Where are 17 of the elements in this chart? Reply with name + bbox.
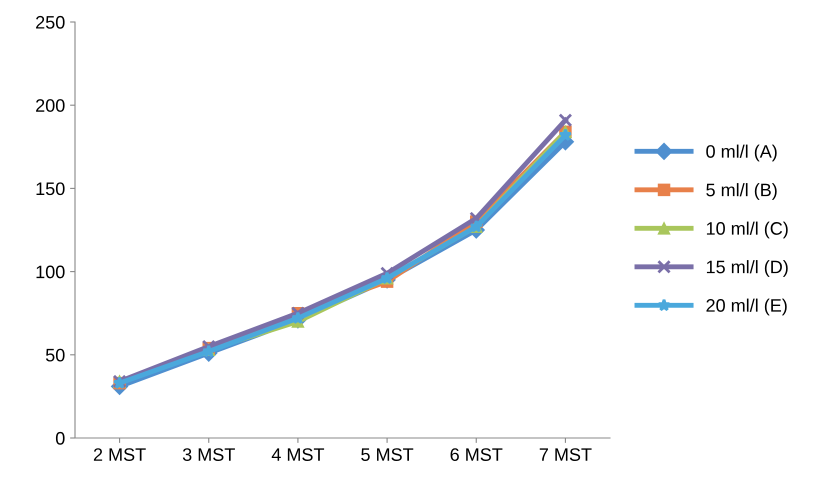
y-tick-label: 0 <box>56 432 65 445</box>
legend-label: 20 ml/l (E) <box>706 298 787 316</box>
x-tick-label: 3 MST <box>182 448 235 461</box>
x-tick-label: 6 MST <box>450 448 502 461</box>
legend-label: 0 ml/l (A) <box>706 144 777 162</box>
x-tick-label: 5 MST <box>361 448 414 461</box>
y-tick-label: 200 <box>36 99 65 112</box>
x-tick-label: 4 MST <box>272 448 324 461</box>
legend-label: 10 ml/l (C) <box>706 222 788 238</box>
y-tick-label: 50 <box>46 348 65 362</box>
y-tick-label: 100 <box>36 266 65 278</box>
legend-label: 5 ml/l (B) <box>706 183 777 200</box>
legend-label: 15 ml/l (D) <box>706 260 788 277</box>
x-tick-label: 2 MST <box>94 448 146 461</box>
y-tick-label: 150 <box>36 182 65 196</box>
x-tick-label: 7 MST <box>540 448 592 461</box>
y-tick-label: 250 <box>36 16 65 29</box>
